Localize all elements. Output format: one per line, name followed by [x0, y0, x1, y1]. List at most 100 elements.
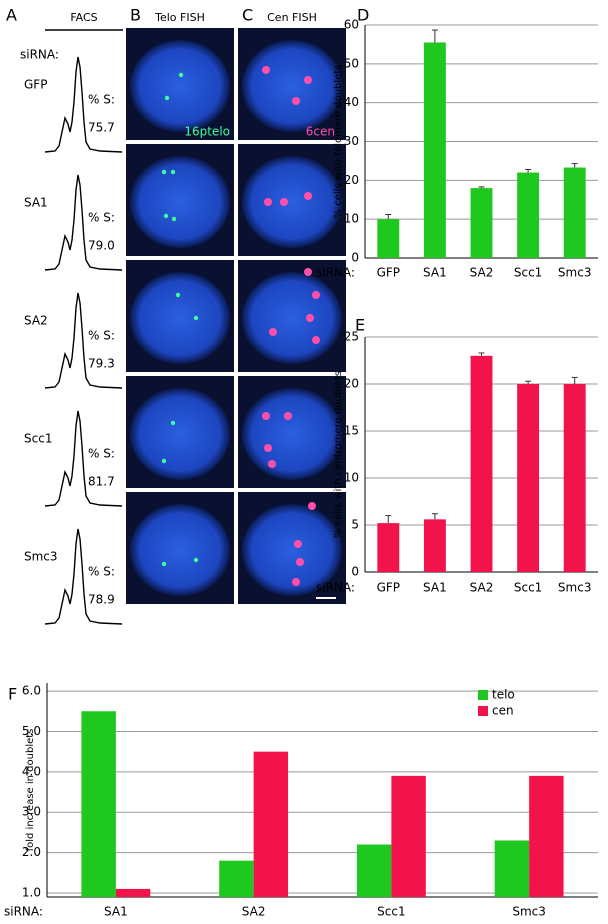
bar: [470, 355, 493, 572]
sirna-label: siRNA:: [20, 48, 59, 62]
fish-signal: [269, 328, 277, 336]
x-tick-label: Scc1: [377, 905, 405, 919]
x-tick-label: Smc3: [558, 581, 592, 595]
y-tick-label: 50: [344, 56, 359, 70]
y-tick-label: 1.0: [22, 885, 41, 899]
x-tick-label: Smc3: [558, 266, 592, 280]
fish-signal: [268, 460, 276, 468]
bar: [377, 219, 400, 258]
error-bar: [571, 163, 578, 168]
bar: [563, 384, 586, 572]
x-tick-label: GFP: [377, 581, 400, 595]
y-tick-label: 3.0: [22, 805, 41, 819]
error-bar: [385, 214, 392, 220]
bar: [470, 188, 493, 258]
y-tick-label: 5.0: [22, 724, 41, 738]
fish-signal: [304, 192, 312, 200]
bar: [423, 42, 446, 258]
bar: [529, 775, 564, 897]
y-axis-label: % cells with telomere doublets: [333, 65, 344, 219]
x-axis-label: siRNA:: [316, 581, 355, 595]
fish-signal: [280, 198, 288, 206]
percent-s-label: % S:: [88, 565, 115, 579]
legend-swatch: [478, 706, 488, 716]
percent-s-label: % S:: [88, 447, 115, 461]
error-bar: [571, 376, 578, 384]
y-tick-label: 2.0: [22, 845, 41, 859]
x-tick-label: Scc1: [514, 266, 542, 280]
fish-signal: [296, 558, 304, 566]
percent-s-label: % S:: [88, 93, 115, 107]
percent-s-value: 78.9: [88, 593, 115, 607]
x-tick-label: SA2: [470, 266, 494, 280]
bar: [377, 523, 400, 572]
nucleus: [130, 156, 230, 248]
fish-signal: [161, 561, 167, 567]
x-tick-label: SA2: [470, 581, 494, 595]
nucleus: [242, 504, 342, 596]
x-tick-label: SA1: [423, 266, 447, 280]
legend-label: cen: [492, 704, 514, 718]
fish-signal: [178, 72, 184, 78]
bar: [517, 384, 540, 572]
y-axis-label: fold increase in doublets: [25, 729, 36, 852]
fish-signal: [264, 198, 272, 206]
legend-swatch: [478, 690, 488, 700]
bar: [115, 888, 151, 897]
fish-signal: [264, 444, 272, 452]
panel-label: C: [242, 6, 253, 25]
panel-label: D: [357, 6, 369, 25]
error-bar: [431, 513, 438, 520]
fish-header: Telo FISH: [154, 11, 205, 24]
y-tick-label: 4.0: [22, 764, 41, 778]
fish-signal: [308, 502, 316, 510]
panel-label: E: [355, 316, 365, 335]
x-tick-label: Scc1: [514, 581, 542, 595]
y-tick-label: 5: [351, 518, 359, 532]
bar: [219, 860, 254, 897]
percent-s-value: 79.0: [88, 239, 115, 253]
sirna-name: SA2: [24, 314, 48, 328]
error-bar: [385, 515, 392, 524]
y-tick-label: 20: [344, 377, 359, 391]
bar: [356, 844, 392, 897]
bar: [517, 172, 540, 258]
percent-s-value: 79.3: [88, 357, 115, 371]
bar: [391, 775, 426, 897]
y-tick-label: 10: [344, 212, 359, 226]
x-tick-label: SA1: [104, 905, 128, 919]
percent-s-value: 75.7: [88, 121, 115, 135]
y-tick-label: 40: [344, 95, 359, 109]
bar: [563, 167, 586, 258]
x-tick-label: SA1: [423, 581, 447, 595]
percent-s-label: % S:: [88, 329, 115, 343]
fish-signal: [312, 336, 320, 344]
fish-signal: [294, 540, 302, 548]
nucleus: [130, 272, 230, 364]
bar: [81, 711, 116, 897]
probe-label: 6cen: [306, 125, 335, 139]
nucleus: [130, 504, 230, 596]
fish-signal: [164, 95, 170, 101]
y-tick-label: 0: [351, 565, 359, 579]
percent-s-value: 81.7: [88, 475, 115, 489]
fish-signal: [170, 169, 176, 175]
fish-signal: [193, 315, 199, 321]
x-tick-label: Smc3: [512, 905, 546, 919]
fish-signal: [170, 420, 176, 426]
nucleus: [130, 388, 230, 480]
fish-signal: [193, 557, 199, 563]
fish-signal: [262, 412, 270, 420]
nucleus: [130, 40, 230, 132]
nucleus: [242, 272, 342, 364]
fish-signal: [292, 578, 300, 586]
panel-label: F: [8, 685, 17, 704]
sirna-name: SA1: [24, 196, 48, 210]
fish-signal: [312, 291, 320, 299]
y-tick-label: 15: [344, 424, 359, 438]
y-tick-label: 0: [351, 251, 359, 265]
sirna-name: Scc1: [24, 432, 52, 446]
facs-header: FACS: [70, 11, 97, 24]
fish-signal: [284, 412, 292, 420]
